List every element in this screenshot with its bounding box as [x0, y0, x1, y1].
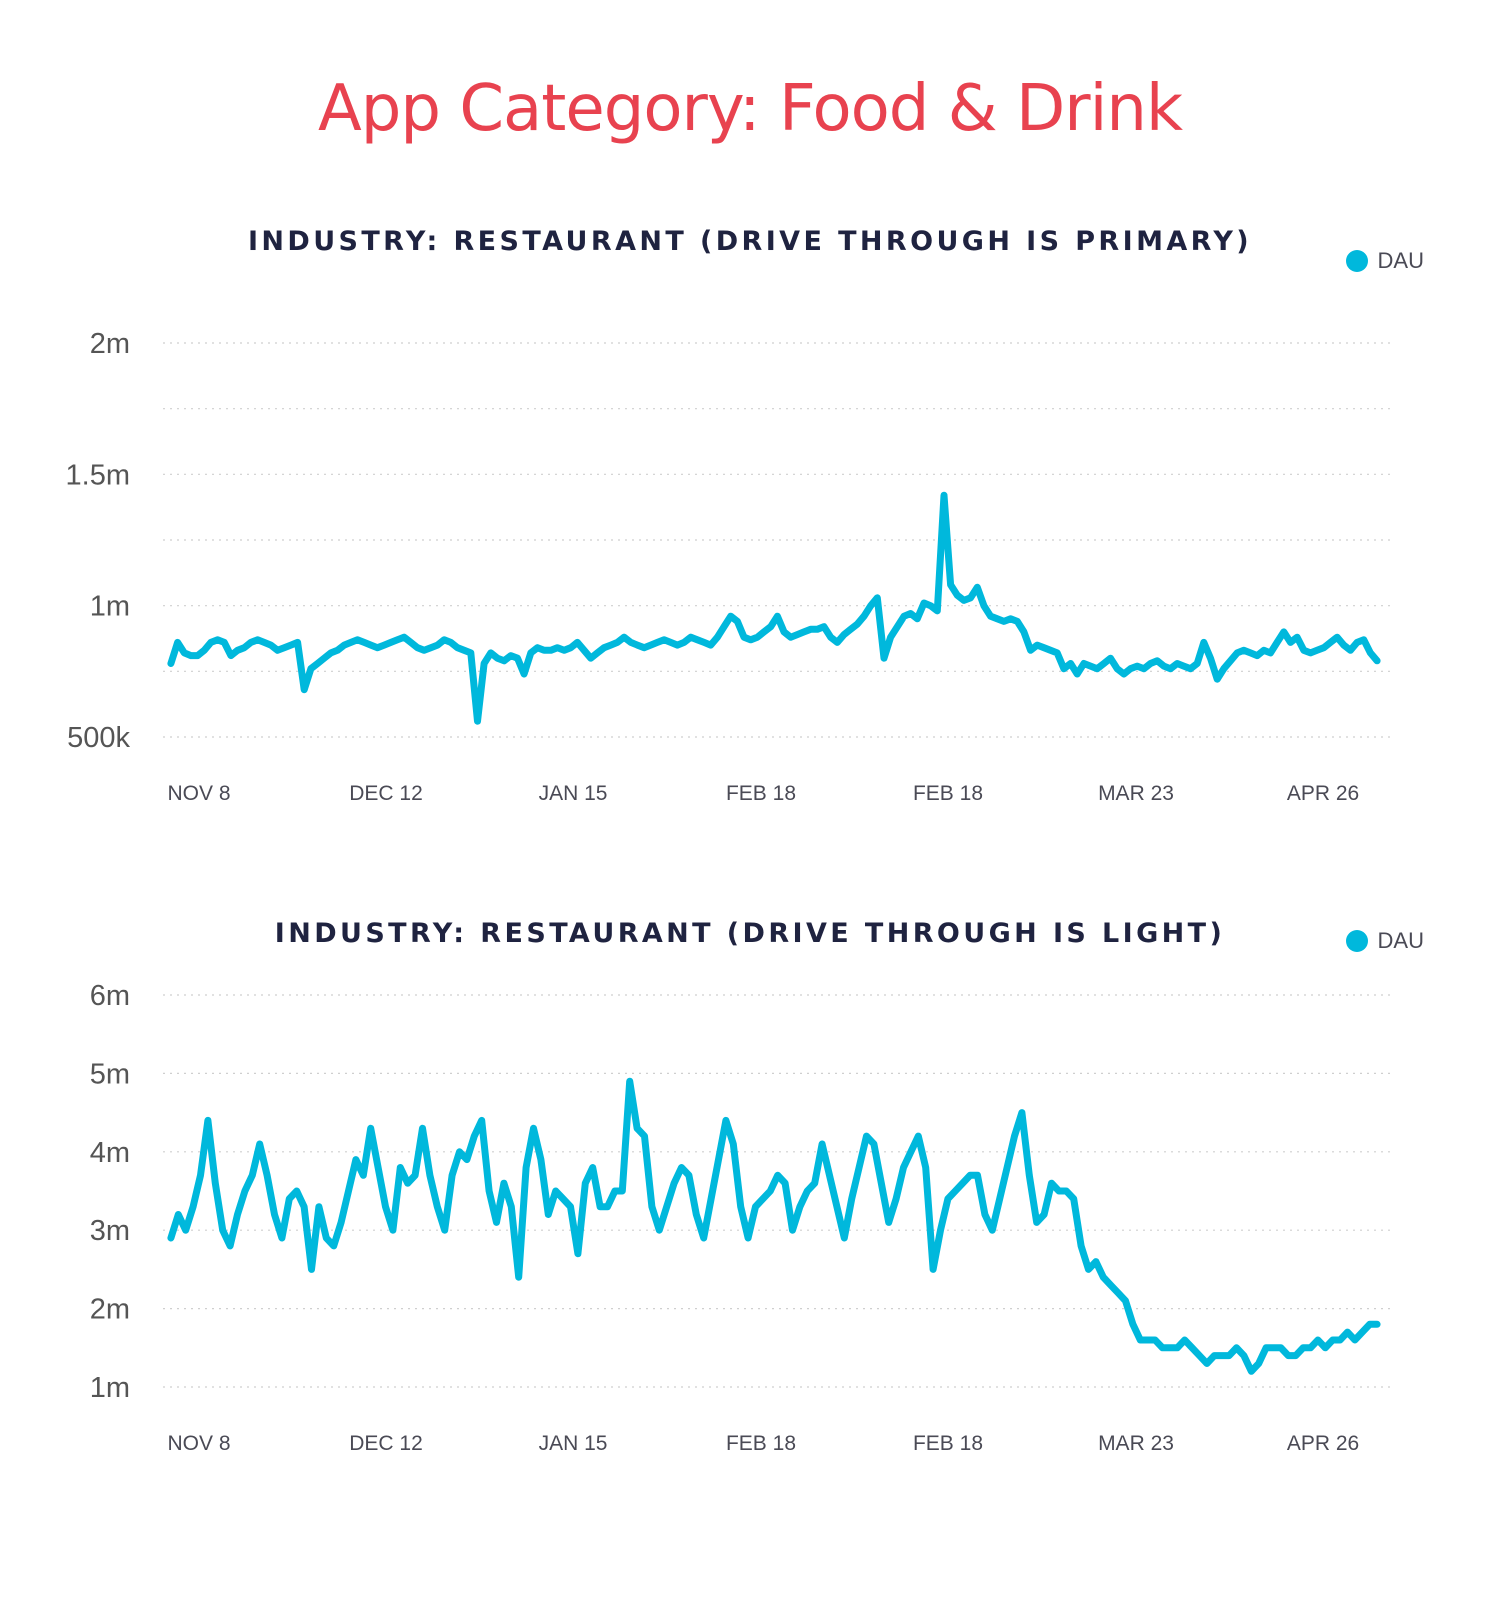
x-tick-label: NOV 8 — [167, 1432, 230, 1455]
y-tick-label: 4m — [90, 1137, 130, 1169]
x-tick-label: FEB 18 — [726, 782, 796, 805]
x-tick-label: MAR 23 — [1098, 1432, 1174, 1455]
x-tick-label: MAR 23 — [1098, 782, 1174, 805]
legend-label: DAU — [1377, 928, 1424, 953]
page-title: App Category: Food & Drink — [317, 72, 1183, 146]
chart-title: INDUSTRY: RESTAURANT (DRIVE THROUGH IS P… — [247, 226, 1253, 257]
x-tick-label: JAN 15 — [539, 1432, 608, 1455]
y-tick-label: 2m — [90, 1294, 130, 1326]
y-tick-label: 2m — [90, 328, 130, 360]
legend[interactable]: DAU — [1345, 248, 1424, 274]
x-tick-label: DEC 12 — [349, 1432, 423, 1455]
x-tick-label: FEB 18 — [913, 1432, 983, 1455]
legend-marker — [1345, 930, 1368, 952]
y-tick-label: 1m — [90, 1372, 130, 1404]
x-tick-label: FEB 18 — [913, 782, 983, 805]
chart-plot-area: 1m 2m 3m 4m 5m 6m NOV 8 DEC 12 JAN 15 FEB 18 FEB 1… — [90, 980, 1392, 1455]
y-tick-label: 5m — [90, 1058, 130, 1090]
x-tick-label: APR 26 — [1287, 782, 1359, 805]
series-line-dau — [167, 491, 1381, 725]
legend-marker — [1345, 250, 1368, 272]
x-tick-label: NOV 8 — [167, 782, 230, 805]
legend[interactable]: DAU — [1345, 928, 1424, 954]
y-tick-label: 500k — [67, 722, 130, 754]
y-tick-label: 6m — [90, 980, 130, 1012]
x-tick-label: APR 26 — [1287, 1432, 1359, 1455]
y-tick-label: 1.5m — [66, 459, 130, 491]
x-tick-label: DEC 12 — [349, 782, 423, 805]
chart-title: INDUSTRY: RESTAURANT (DRIVE THROUGH IS L… — [274, 918, 1226, 949]
series-line-dau — [167, 1077, 1381, 1375]
y-tick-label: 3m — [90, 1215, 130, 1247]
legend-label: DAU — [1377, 248, 1424, 273]
y-tick-label: 1m — [90, 591, 130, 623]
x-tick-label: JAN 15 — [539, 782, 608, 805]
chart-plot-area: 500k 1m 1.5m 2m NOV 8 DEC 12 JAN 15 FEB 18 FEB 1… — [66, 328, 1392, 805]
x-tick-label: FEB 18 — [726, 1432, 796, 1455]
